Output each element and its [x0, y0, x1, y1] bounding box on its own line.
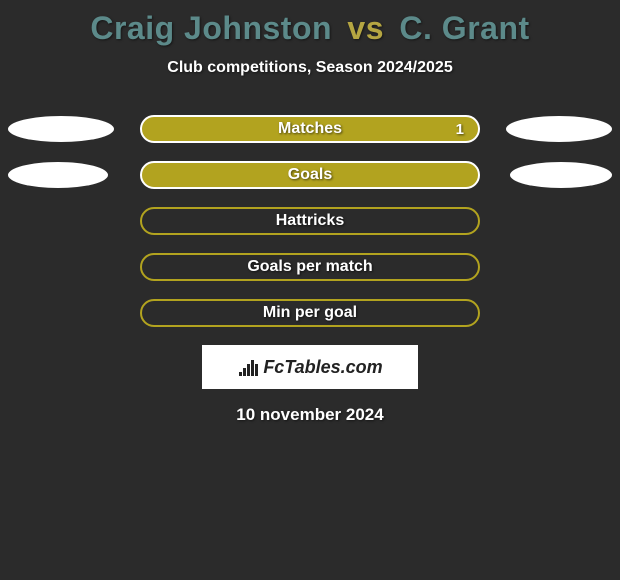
- stat-row: Goals per match: [0, 253, 620, 281]
- stat-bar: Min per goal: [140, 299, 480, 327]
- logo: FcTables.com: [237, 357, 382, 378]
- stat-row: Min per goal: [0, 299, 620, 327]
- stat-bar: Matches 1: [140, 115, 480, 143]
- stat-label: Goals: [288, 166, 332, 184]
- player2-name: C. Grant: [399, 10, 529, 46]
- right-ellipse: [510, 162, 612, 188]
- stat-label: Matches: [278, 120, 342, 138]
- stat-label: Min per goal: [263, 304, 357, 322]
- subtitle: Club competitions, Season 2024/2025: [0, 59, 620, 77]
- left-ellipse: [8, 162, 108, 188]
- stat-label: Goals per match: [247, 258, 372, 276]
- page-title: Craig Johnston vs C. Grant: [0, 0, 620, 47]
- stat-rows: Matches 1 Goals Hattricks Goals per match Min…: [0, 115, 620, 327]
- stat-bar: Hattricks: [140, 207, 480, 235]
- logo-text: FcTables.com: [263, 357, 382, 378]
- left-ellipse: [8, 116, 114, 142]
- vs-text: vs: [347, 10, 384, 46]
- right-ellipse: [506, 116, 612, 142]
- stat-bar: Goals per match: [140, 253, 480, 281]
- stat-label: Hattricks: [276, 212, 344, 230]
- stat-row: Matches 1: [0, 115, 620, 143]
- logo-box: FcTables.com: [202, 345, 418, 389]
- stat-row: Goals: [0, 161, 620, 189]
- infographic-container: Craig Johnston vs C. Grant Club competit…: [0, 0, 620, 580]
- stat-row: Hattricks: [0, 207, 620, 235]
- stat-bar: Goals: [140, 161, 480, 189]
- date-text: 10 november 2024: [0, 405, 620, 425]
- player1-name: Craig Johnston: [90, 10, 332, 46]
- stat-value-right: 1: [456, 121, 464, 138]
- bar-chart-icon: [237, 358, 259, 376]
